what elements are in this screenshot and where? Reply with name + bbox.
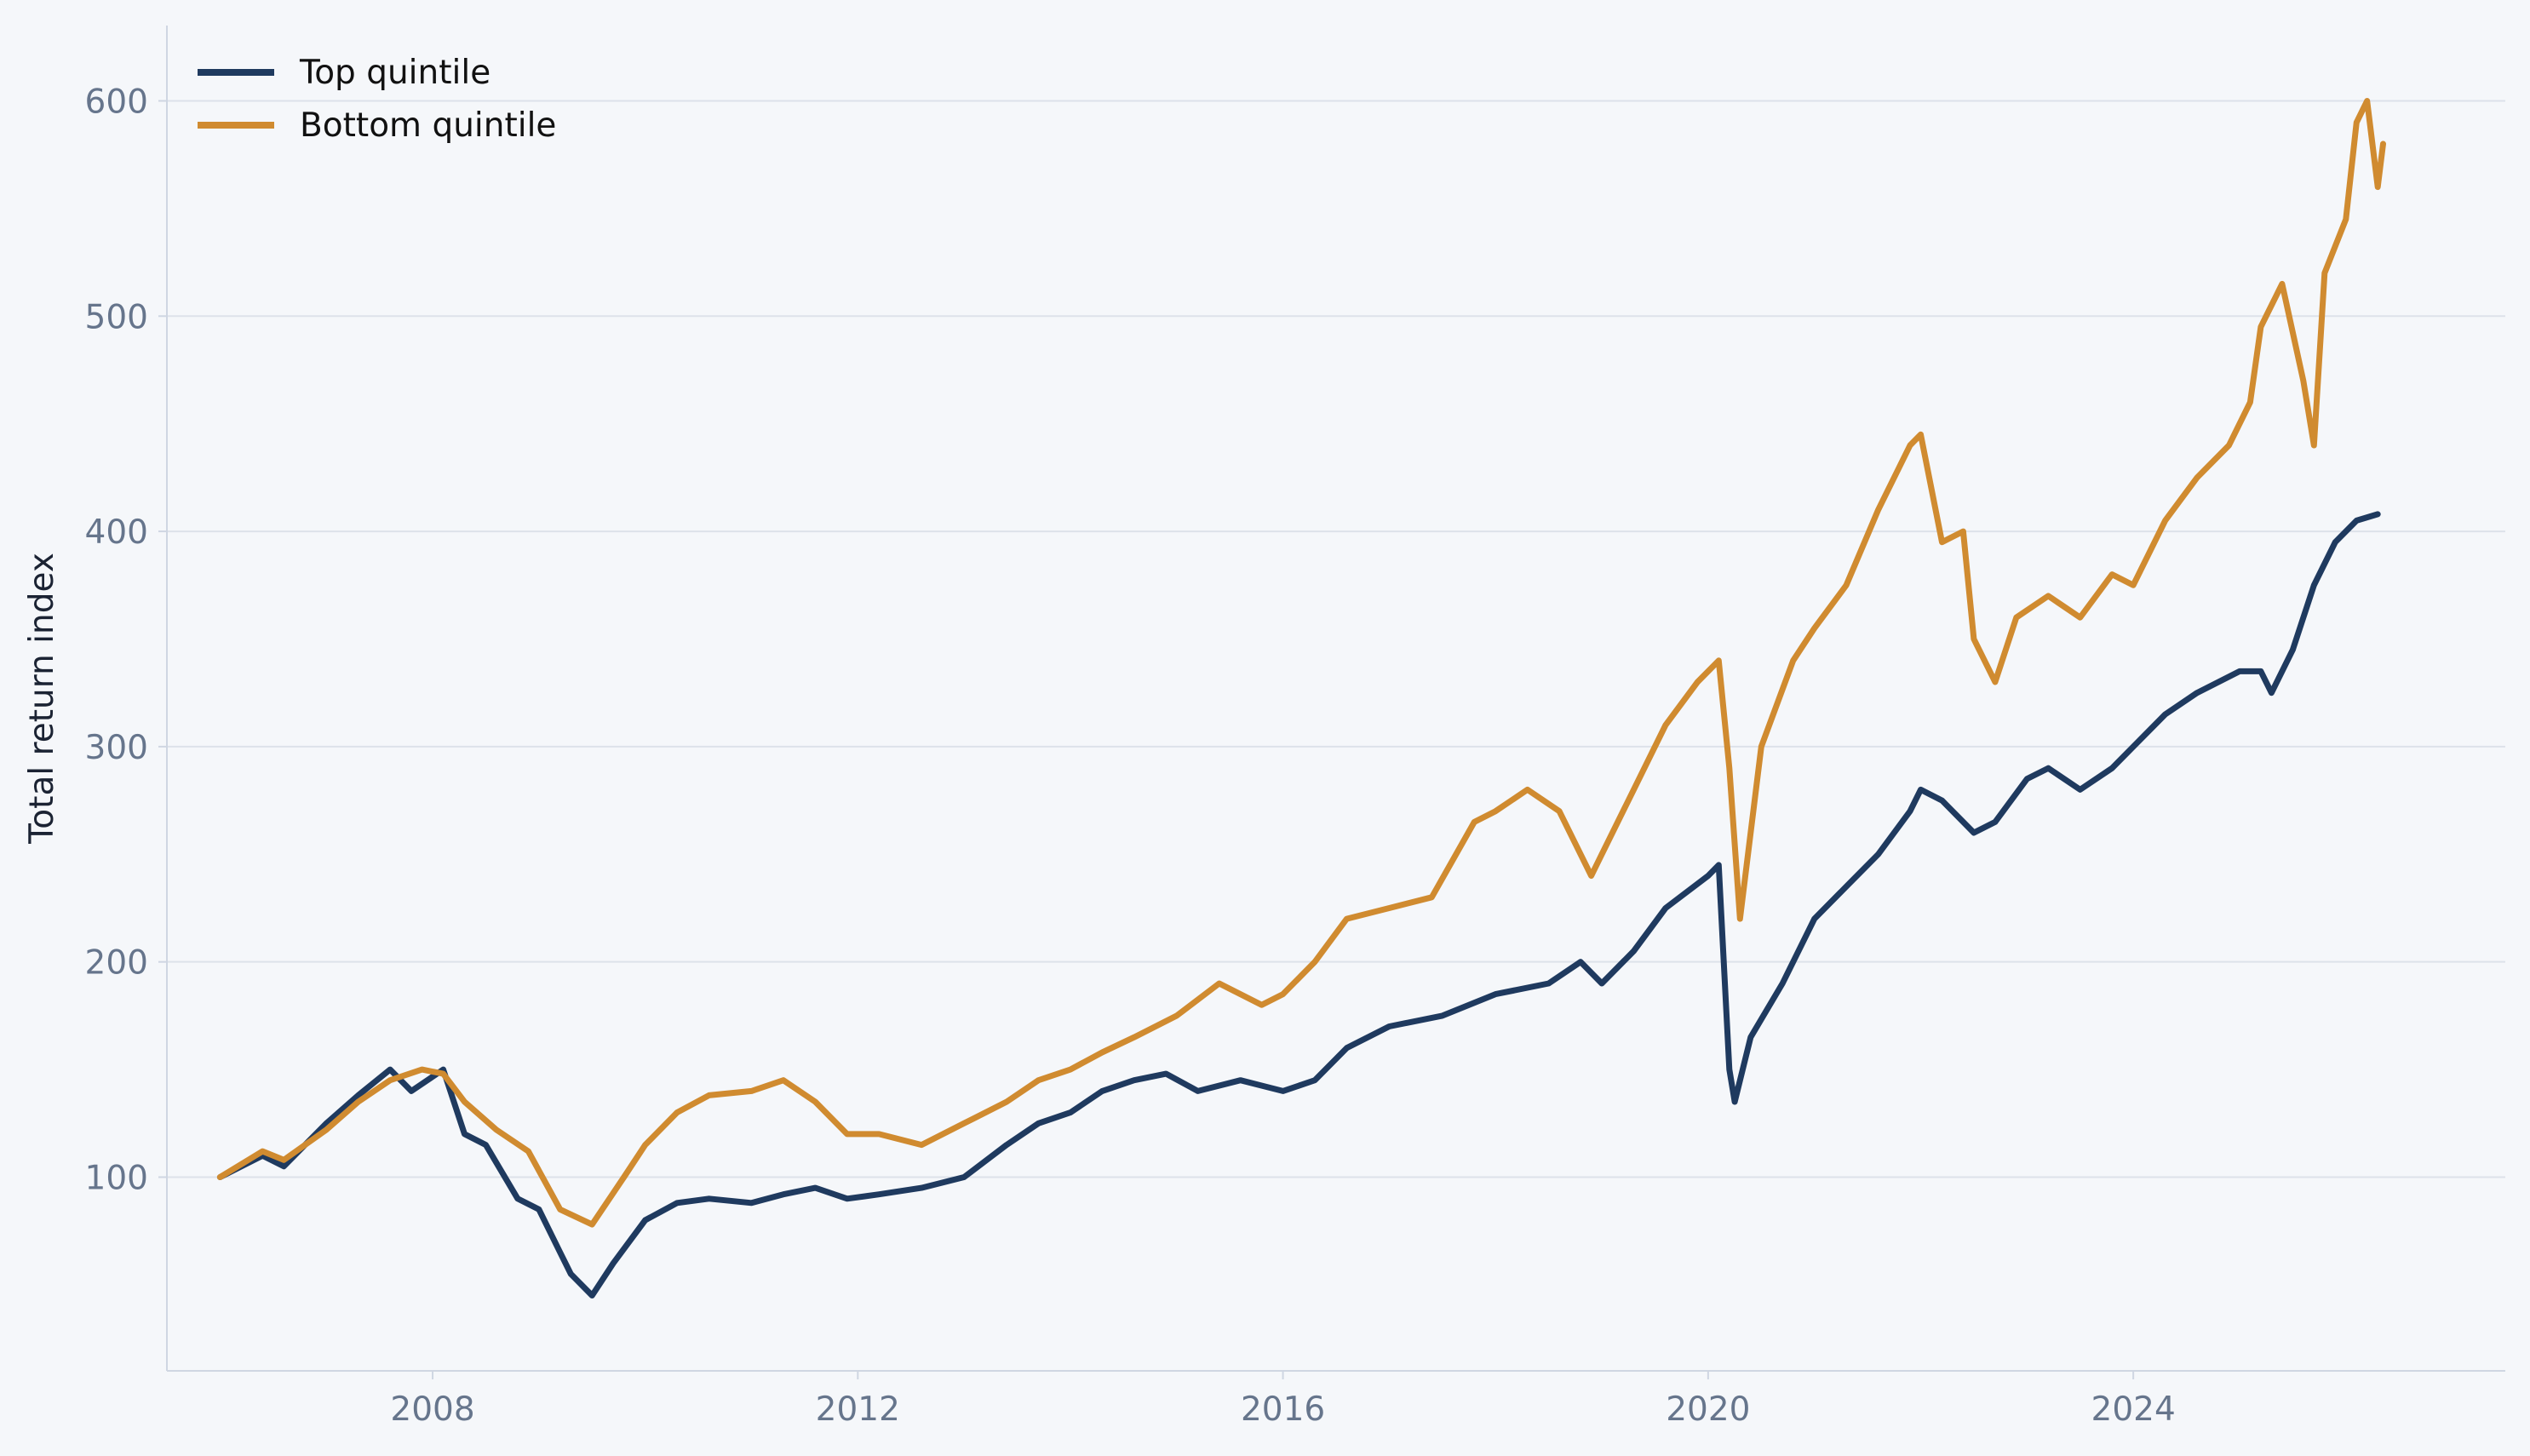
y-tick-label: 600 xyxy=(85,83,148,121)
y-tick-label: 300 xyxy=(85,729,148,767)
x-tick-label: 2008 xyxy=(390,1390,474,1429)
y-axis-label: Total return index xyxy=(23,553,61,845)
y-tick-label: 500 xyxy=(85,298,148,336)
legend-label-top: Top quintile xyxy=(299,54,491,92)
series-line-bottom-quintile xyxy=(216,98,2386,1228)
y-tick-label: 100 xyxy=(85,1159,148,1197)
x-tick-label: 2024 xyxy=(2091,1390,2176,1429)
x-tick-label: 2020 xyxy=(1666,1390,1750,1429)
series-lines xyxy=(216,98,2386,1298)
x-axis-ticks: 2008 2012 2016 2020 2024 xyxy=(390,1371,2176,1429)
axes xyxy=(166,26,2505,1372)
grid-lines xyxy=(167,100,2505,1178)
legend: Top quintile Bottom quintile xyxy=(198,54,556,145)
legend-label-bottom: Bottom quintile xyxy=(300,106,556,145)
series-line-top-quintile xyxy=(216,511,2381,1298)
x-tick-label: 2012 xyxy=(816,1390,900,1429)
y-axis-ticks: 100 200 300 400 500 600 xyxy=(85,83,167,1197)
x-tick-label: 2016 xyxy=(1241,1390,1325,1429)
y-tick-label: 200 xyxy=(85,944,148,983)
y-tick-label: 400 xyxy=(85,513,148,552)
